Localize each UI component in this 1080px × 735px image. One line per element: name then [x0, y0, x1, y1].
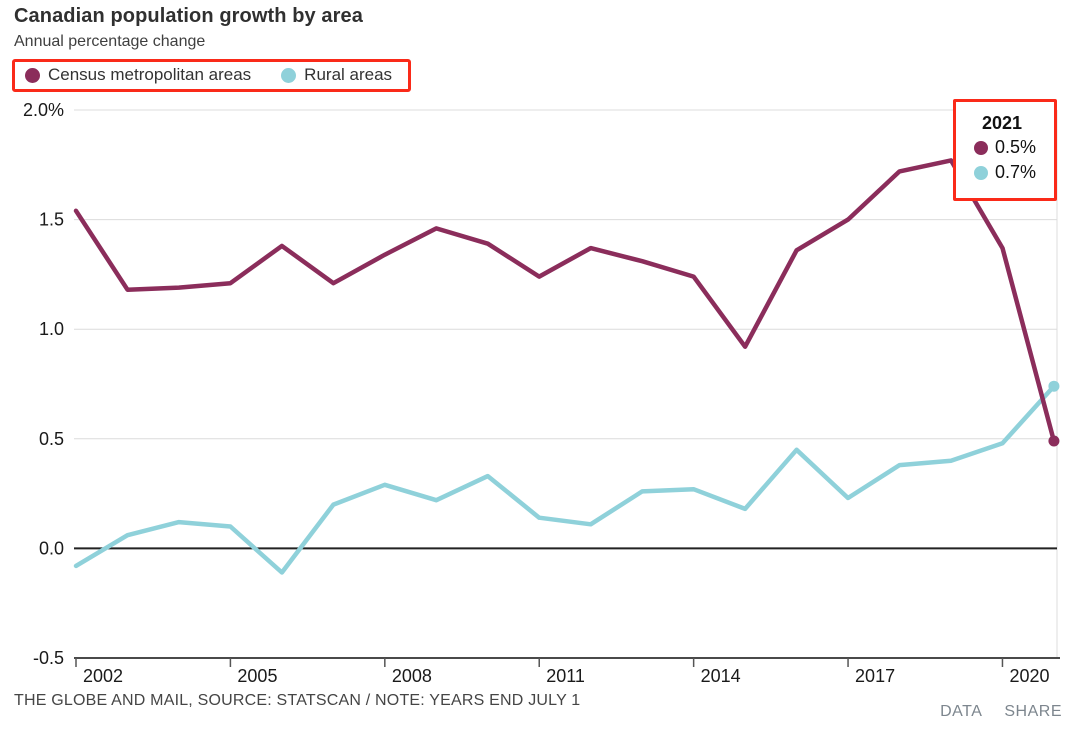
x-tick-label: 2005 [237, 666, 277, 686]
y-tick-label: 0.5 [39, 429, 64, 449]
series-line [73, 158, 1057, 444]
y-tick-label: 2.0% [23, 100, 64, 120]
gridlines [74, 109, 1058, 658]
annotation-row-cma: 0.5% [974, 137, 1054, 158]
cma-series-dot-icon [25, 67, 40, 83]
legend-item-cma: Census metropolitan areas [25, 65, 251, 85]
y-tick-label: -0.5 [33, 648, 64, 668]
annotation-value-rural: 0.7% [995, 162, 1037, 182]
x-tick-label: 2011 [546, 666, 585, 686]
annotation-year-label: 2021 [982, 113, 1023, 133]
rural-series-dot-icon [974, 165, 988, 180]
source-note: THE GLOBE AND MAIL, SOURCE: STATSCAN / N… [14, 692, 581, 709]
annotation-row-rural: 0.7% [974, 162, 1054, 183]
annotation-value-cma: 0.5% [995, 137, 1037, 157]
y-tick-label: 1.0 [39, 319, 64, 339]
y-axis: 2.0% 1.5 1.0 0.5 0.0 -0.5 [23, 100, 64, 668]
legend-callout-box: Census metropolitan areas Rural areas [12, 59, 412, 92]
x-tick-label: 2020 [1009, 666, 1049, 686]
y-tick-label: 1.5 [39, 210, 64, 230]
x-tick-label: 2008 [392, 666, 432, 686]
series-end-dot [1048, 435, 1060, 447]
legend-label-cma: Census metropolitan areas [48, 65, 252, 84]
x-tick-label: 2002 [83, 666, 123, 686]
cma-series-dot-icon [974, 140, 988, 155]
legend-item-rural: Rural areas [281, 65, 392, 85]
share-link[interactable]: SHARE [1004, 703, 1062, 720]
x-tick-label: 2014 [701, 666, 741, 686]
chart-subtitle: Annual percentage change [14, 33, 206, 50]
footer-links: DATA SHARE [940, 703, 1062, 721]
y-tick-label: 0.0 [39, 538, 64, 558]
year-annotation-callout: 2021 0.5% 0.7% [953, 99, 1057, 201]
x-axis: 2002 2005 2008 2011 2014 2017 2020 [74, 657, 1060, 686]
chart-title: Canadian population growth by area [14, 5, 363, 27]
legend-label-rural: Rural areas [304, 65, 393, 84]
series-line [73, 383, 1057, 575]
series-end-dot [1048, 380, 1060, 392]
data-link[interactable]: DATA [940, 703, 983, 720]
rural-series-dot-icon [281, 67, 297, 83]
x-tick-label: 2017 [855, 666, 895, 686]
